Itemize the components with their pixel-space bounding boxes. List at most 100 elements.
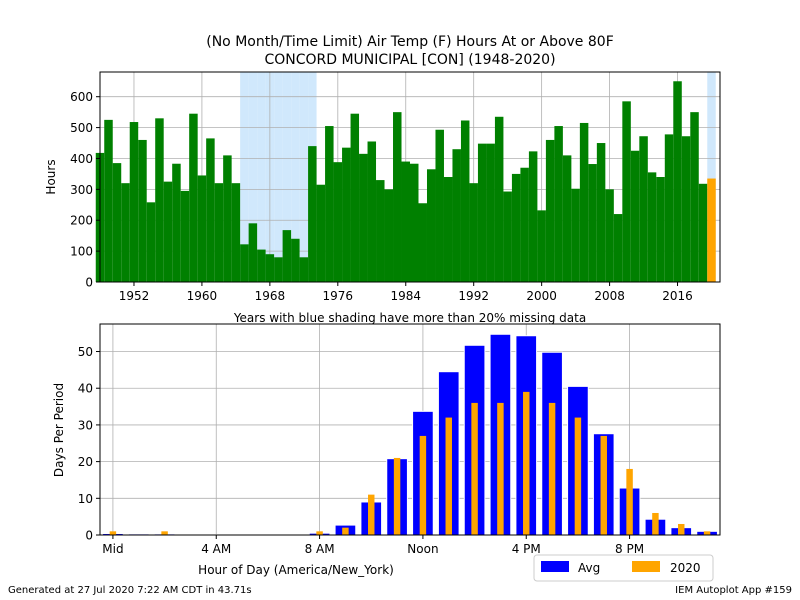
bar-2019: [698, 183, 708, 282]
missing-shade-1967: [257, 72, 266, 282]
bar-1953: [138, 139, 147, 282]
bar-1987: [426, 169, 436, 282]
bar-2006: [588, 164, 597, 282]
legend-label-2020: 2020: [670, 561, 701, 575]
bar-1961: [206, 138, 215, 282]
missing-shade-1971: [291, 72, 300, 282]
bar-1976: [333, 162, 343, 282]
bottom-xtick-label: Noon: [407, 542, 438, 556]
missing-shade-1970: [282, 72, 292, 282]
bottom-plot-frame: [99, 323, 721, 536]
bar-1993: [477, 143, 487, 282]
bar-1950: [112, 163, 122, 282]
bar-1998: [520, 167, 529, 282]
bar-1959: [189, 113, 198, 282]
current-bar-hour-21: [652, 512, 659, 535]
bar-1960: [197, 175, 207, 282]
current-bar-hour-9: [342, 527, 349, 535]
current-bar-hour-16: [523, 391, 530, 535]
bar-1983: [393, 112, 402, 282]
bottom-xtick-label: 8 PM: [615, 542, 644, 556]
top-xtick-label: 2016: [662, 289, 693, 303]
current-bar-hour-18: [574, 417, 582, 535]
bottom-bars: [102, 333, 718, 536]
bar-1992: [469, 183, 478, 282]
missing-shade-1972: [299, 72, 309, 282]
missing-shade-1966: [248, 72, 258, 282]
bar-2002: [554, 126, 563, 282]
current-bar-hour-23: [703, 531, 711, 535]
bar-1958: [180, 190, 190, 282]
top-ytick-label: 0: [85, 276, 93, 290]
top-xtick-label: 1984: [390, 289, 421, 303]
bottom-y-ticks: 0 10 20 30 40 50: [78, 345, 100, 543]
bar-1952: [129, 122, 139, 282]
bar-1979: [359, 153, 368, 282]
top-xtick-label: 1960: [187, 289, 218, 303]
missing-shade-2020: [707, 72, 716, 282]
bar-1965: [240, 244, 249, 282]
current-bar-hour-15: [497, 402, 504, 535]
bottom-ytick-label: 30: [78, 418, 93, 432]
current-bar-hour-19: [600, 435, 607, 535]
bar-1991: [460, 120, 470, 282]
top-xtick-label: 1968: [255, 289, 286, 303]
bar-1984: [401, 161, 410, 282]
bar-1975: [325, 126, 334, 282]
bar-2010: [622, 101, 631, 283]
bottom-xtick-label: 4 PM: [512, 542, 541, 556]
bar-1964: [231, 183, 241, 282]
legend-label-avg: Avg: [578, 561, 600, 575]
bar-1957: [172, 163, 181, 282]
footer-app-id: IEM Autoplot App #159: [675, 585, 792, 596]
bar-1982: [384, 189, 394, 282]
bar-1977: [342, 147, 351, 282]
bottom-x-ticks: Mid 4 AM 8 AM Noon 4 PM 8 PM: [102, 535, 644, 556]
top-x-ticks: 1952 1960 1968 1976 1984 1992 2000 2008 2016: [119, 282, 693, 303]
bar-2003: [562, 155, 572, 282]
bar-2014: [656, 177, 665, 282]
bar-1985: [410, 163, 419, 282]
bar-2008: [605, 189, 614, 282]
bar-2011: [630, 150, 640, 282]
bottom-x-axis-label: Hour of Day (America/New_York): [198, 563, 394, 577]
top-ytick-label: 400: [70, 152, 93, 166]
bar-1951: [121, 183, 130, 282]
current-bar-hour-12: [419, 435, 427, 535]
top-xtick-label: 1976: [323, 289, 354, 303]
bar-1986: [418, 203, 427, 282]
bar-2015: [664, 134, 674, 282]
bar-1962: [214, 183, 224, 282]
legend-frame: [533, 554, 714, 582]
bottom-ytick-label: 50: [78, 345, 93, 359]
bar-2009: [613, 214, 623, 282]
bar-1956: [163, 181, 173, 282]
bar-1955: [155, 118, 164, 282]
top-ytick-label: 100: [70, 245, 93, 259]
current-bar-hour-10: [368, 494, 375, 535]
bar-1990: [452, 149, 461, 282]
bottom-xtick-label: Mid: [102, 542, 123, 556]
top-ytick-label: 300: [70, 183, 93, 197]
bar-1970: [282, 230, 292, 282]
top-xtick-label: 1992: [458, 289, 489, 303]
bottom-ytick-label: 0: [85, 529, 93, 543]
current-bar-hour-17: [548, 402, 556, 535]
current-bar-hour-13: [445, 417, 452, 535]
bar-1994: [486, 143, 495, 282]
bar-2000: [537, 210, 546, 282]
legend: Avg 2020: [533, 554, 714, 582]
bar-1996: [503, 191, 512, 282]
top-ytick-label: 600: [70, 90, 93, 104]
top-xtick-label: 2000: [526, 289, 557, 303]
bar-1972: [299, 257, 309, 282]
legend-swatch-avg: [541, 561, 569, 572]
bar-2005: [579, 122, 589, 283]
bar-2018: [690, 112, 699, 282]
bar-1989: [443, 177, 453, 282]
bottom-ytick-label: 40: [78, 382, 93, 396]
bar-1968: [265, 254, 275, 282]
top-ytick-label: 500: [70, 121, 93, 135]
legend-swatch-2020: [632, 561, 660, 572]
